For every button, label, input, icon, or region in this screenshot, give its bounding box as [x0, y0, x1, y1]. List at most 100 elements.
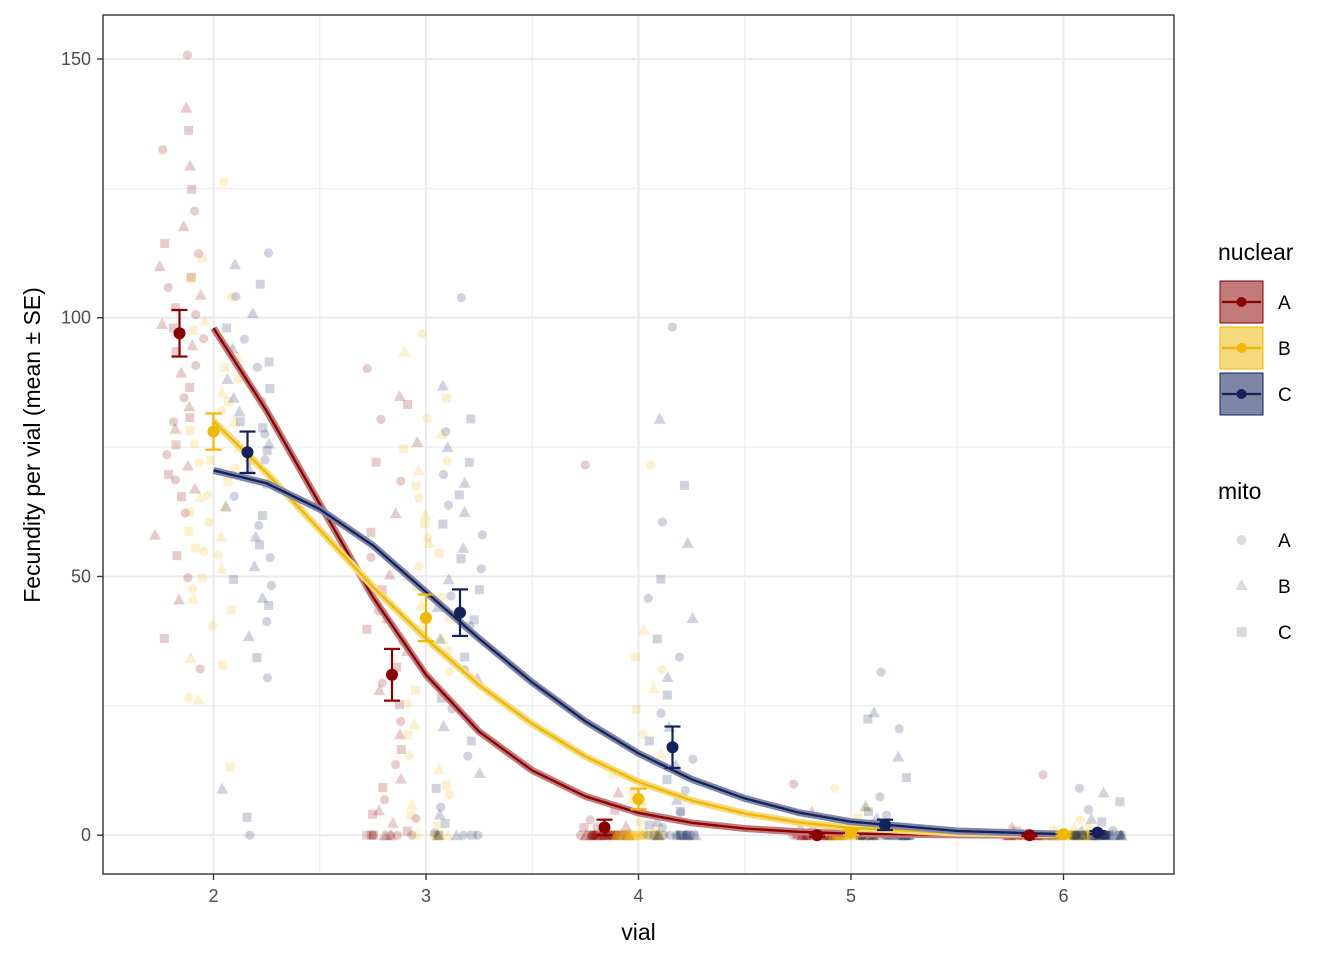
raw-point-square — [255, 279, 265, 289]
raw-point-triangle — [248, 560, 261, 572]
raw-point-circle — [444, 789, 455, 800]
raw-point-square — [168, 323, 178, 333]
raw-point-circle — [208, 621, 218, 631]
raw-point-square — [436, 693, 446, 703]
legend-nuclear-key-dot — [1236, 343, 1247, 353]
raw-point-square — [160, 238, 170, 248]
raw-point-circle — [229, 491, 239, 501]
raw-point-square — [172, 551, 182, 561]
raw-point-triangle — [1073, 829, 1086, 841]
raw-point-triangle — [1069, 829, 1082, 841]
raw-point-square — [445, 613, 455, 623]
raw-point-circle — [245, 830, 255, 840]
legend-nuclear-key-dot — [1236, 389, 1247, 399]
raw-point-triangle — [1107, 829, 1120, 841]
raw-point-square — [434, 830, 444, 840]
raw-point-triangle — [411, 435, 424, 447]
raw-point-circle — [575, 830, 586, 840]
raw-point-triangle — [1080, 829, 1093, 841]
raw-point-triangle — [1069, 829, 1082, 841]
raw-point-triangle — [661, 671, 674, 683]
fit-curves — [210, 326, 1064, 839]
raw-point-circle — [626, 830, 636, 840]
raw-point-square — [579, 823, 589, 833]
raw-point-circle — [881, 810, 892, 820]
x-tick-label: 3 — [421, 886, 431, 906]
raw-point-circle — [199, 546, 209, 556]
raw-point-square — [864, 807, 874, 817]
raw-point-square — [197, 573, 207, 583]
raw-point-circle — [688, 754, 698, 764]
legend-mito-item: C — [1236, 623, 1292, 644]
raw-point-square — [662, 690, 672, 700]
mean-point-C — [241, 446, 254, 459]
raw-point-circle — [376, 414, 386, 424]
raw-point-circle — [875, 792, 885, 802]
mean-point-C — [666, 741, 679, 754]
raw-point-triangle — [384, 829, 397, 841]
raw-point-circle — [183, 573, 193, 583]
mean-point-A — [1023, 829, 1036, 842]
raw-point-square — [1069, 830, 1079, 840]
raw-point-square — [184, 507, 194, 517]
raw-point-square — [1115, 797, 1125, 807]
raw-point-square — [403, 400, 413, 410]
raw-point-square — [220, 362, 230, 372]
raw-point-circle — [585, 815, 595, 825]
raw-point-square — [631, 704, 641, 714]
raw-point-square — [429, 830, 439, 840]
raw-point-circle — [163, 282, 173, 293]
raw-point-circle — [894, 724, 904, 734]
raw-point-circle — [1070, 830, 1080, 840]
raw-point-triangle — [681, 829, 694, 841]
raw-point-square — [410, 685, 420, 695]
raw-point-triangle — [188, 482, 201, 494]
raw-point-square — [1101, 830, 1111, 840]
raw-point-circle — [422, 413, 432, 424]
raw-point-circle — [1083, 830, 1094, 840]
raw-point-triangle — [177, 220, 190, 232]
raw-point-triangle — [1104, 829, 1117, 841]
raw-point-square — [396, 745, 406, 755]
raw-point-circle — [1038, 770, 1048, 780]
raw-point-circle — [239, 334, 249, 344]
raw-point-circle — [199, 334, 209, 344]
legend-mito-item: B — [1235, 577, 1291, 598]
raw-point-circle — [266, 580, 277, 591]
raw-point-circle — [180, 508, 190, 518]
raw-point-triangle — [435, 427, 448, 439]
raw-point-square — [226, 605, 236, 615]
raw-point-circle — [193, 248, 204, 259]
raw-point-square — [901, 773, 911, 783]
raw-point-circle — [674, 652, 685, 662]
raw-point-square — [612, 830, 622, 840]
raw-point-square — [377, 585, 387, 595]
legend-nuclear-item: A — [1219, 280, 1291, 324]
raw-point-square — [191, 543, 201, 553]
raw-point-circle — [219, 177, 229, 187]
raw-point-triangle — [246, 307, 259, 319]
raw-point-square — [184, 526, 194, 536]
raw-point-circle — [1079, 830, 1089, 840]
raw-point-triangle — [579, 829, 592, 841]
raw-point-triangle — [620, 829, 633, 841]
raw-point-triangle — [218, 500, 231, 512]
x-tick-label: 2 — [208, 886, 218, 906]
raw-point-square — [257, 511, 267, 521]
raw-point-square — [610, 805, 620, 815]
y-axis-title: Fecundity per vial (mean ± SE) — [19, 287, 45, 603]
raw-point-triangle — [1114, 829, 1127, 841]
raw-point-triangle — [172, 593, 185, 605]
raw-point-circle — [459, 830, 469, 840]
y-tick-label: 50 — [71, 566, 91, 586]
raw-point-circle — [252, 362, 262, 372]
raw-point-circle — [588, 830, 598, 840]
raw-point-circle — [1114, 830, 1124, 840]
raw-point-circle — [1083, 822, 1094, 833]
raw-point-square — [689, 830, 699, 840]
raw-point-triangle — [588, 829, 601, 841]
raw-point-triangle — [378, 829, 391, 841]
raw-point-square — [371, 457, 381, 467]
raw-point-circle — [671, 830, 682, 840]
raw-point-circle — [380, 795, 390, 805]
